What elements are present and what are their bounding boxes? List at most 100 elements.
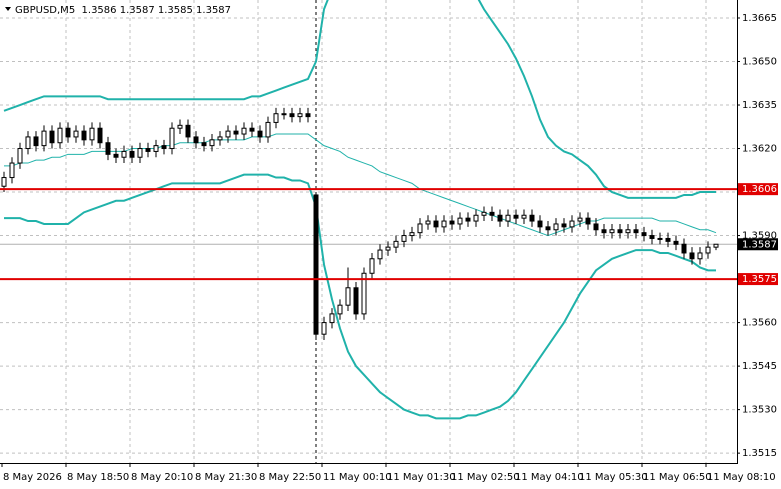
candle-body <box>161 145 167 150</box>
candle-body <box>321 322 327 335</box>
bollinger-band <box>3 0 716 199</box>
x-tick-label: 11 May 04:10 <box>515 472 584 483</box>
candle-body <box>57 127 63 144</box>
axis-layer: 1.36651.36501.36351.36201.36051.35901.35… <box>1 13 778 483</box>
candle-body <box>361 272 367 315</box>
candle-body <box>553 223 559 231</box>
level-label-box <box>738 273 778 286</box>
candle-body <box>417 223 423 234</box>
chart-title: GBPUSD,M5 1.3586 1.3587 1.3585 1.3587 <box>15 5 231 16</box>
menu-arrow[interactable] <box>5 7 11 11</box>
candle-body <box>225 130 231 138</box>
x-tick-label: 8 May 20:10 <box>131 472 193 483</box>
candle-body <box>473 214 479 222</box>
candle-body <box>545 226 551 231</box>
candle-body <box>497 214 503 222</box>
candle-body <box>105 142 111 155</box>
y-tick-label: 1.3530 <box>742 405 777 416</box>
candle-body <box>73 130 79 138</box>
candle-body <box>657 237 663 240</box>
candle-body <box>329 313 335 324</box>
candle-body <box>561 223 567 228</box>
candle-body <box>185 124 191 138</box>
y-tick-label: 1.3515 <box>742 448 777 459</box>
level-label: 1.3575 <box>742 274 777 285</box>
candle-body <box>609 229 615 234</box>
y-tick-label: 1.3545 <box>742 361 777 372</box>
candle-body <box>441 220 447 228</box>
candle-body <box>681 243 687 254</box>
candle-body <box>345 287 351 306</box>
y-tick-label: 1.3665 <box>742 13 777 24</box>
candle-body <box>425 220 431 225</box>
candle-body <box>633 229 639 234</box>
candle-body <box>409 232 415 237</box>
candle-body <box>209 139 215 147</box>
candle-body <box>641 232 647 237</box>
candle-body <box>41 130 47 147</box>
candle-body <box>513 214 519 219</box>
candle-body <box>233 130 239 135</box>
time-axis-line <box>0 463 738 464</box>
candle-body <box>33 136 39 147</box>
current-price-box <box>738 238 778 251</box>
candle-body <box>585 217 591 225</box>
y-tick-label: 1.3635 <box>742 100 777 111</box>
x-tick-label: 11 May 05:30 <box>579 472 648 483</box>
candle-body <box>529 214 535 222</box>
candle-body <box>601 229 607 234</box>
plot-layer <box>0 0 737 420</box>
x-tick-label: 8 May 22:50 <box>259 472 321 483</box>
candle-body <box>353 287 359 315</box>
candle-body <box>433 220 439 228</box>
candle-body <box>465 217 471 222</box>
candle-body <box>217 136 223 141</box>
candle-body <box>97 127 103 144</box>
candle-body <box>713 243 719 248</box>
candle-body <box>705 246 711 254</box>
candle-body <box>617 229 623 234</box>
candle-body <box>625 229 631 234</box>
candle-body <box>369 258 375 274</box>
candle-body <box>305 113 311 118</box>
candle-body <box>521 214 527 219</box>
candle-body <box>537 220 543 228</box>
candle-body <box>457 217 463 225</box>
candle-body <box>177 124 183 129</box>
candle-body <box>577 217 583 222</box>
candle-body <box>49 130 55 144</box>
level-label: 1.3606 <box>742 184 777 195</box>
y-tick-label: 1.3650 <box>742 57 777 68</box>
x-tick-label: 11 May 08:10 <box>707 472 776 483</box>
candle-body <box>393 240 399 248</box>
x-tick-label: 11 May 00:10 <box>323 472 392 483</box>
x-tick-label: 8 May 2026 <box>3 472 62 483</box>
candle-body <box>145 148 151 152</box>
candle-body <box>265 121 271 138</box>
candle-body <box>241 127 247 135</box>
x-tick-label: 11 May 06:50 <box>643 472 712 483</box>
candle-body <box>569 220 575 228</box>
candle-body <box>289 113 295 118</box>
candle-body <box>153 145 159 152</box>
candle-body <box>449 220 455 225</box>
candle-body <box>81 130 87 141</box>
x-tick-label: 8 May 21:30 <box>195 472 257 483</box>
candle-body <box>665 237 671 242</box>
bollinger-band <box>4 173 716 420</box>
candle-body <box>649 235 655 239</box>
candle-body <box>137 148 143 158</box>
candle-body <box>673 240 679 245</box>
candle-body <box>505 214 511 222</box>
candle-body <box>481 211 487 216</box>
candle-body <box>297 113 303 118</box>
candle-body <box>257 130 263 138</box>
candle-body <box>169 127 175 150</box>
candle-body <box>121 150 127 158</box>
candle-body <box>489 211 495 216</box>
price-axis-line <box>737 0 738 463</box>
candle-body <box>377 249 383 260</box>
y-tick-label: 1.3590 <box>742 231 777 242</box>
